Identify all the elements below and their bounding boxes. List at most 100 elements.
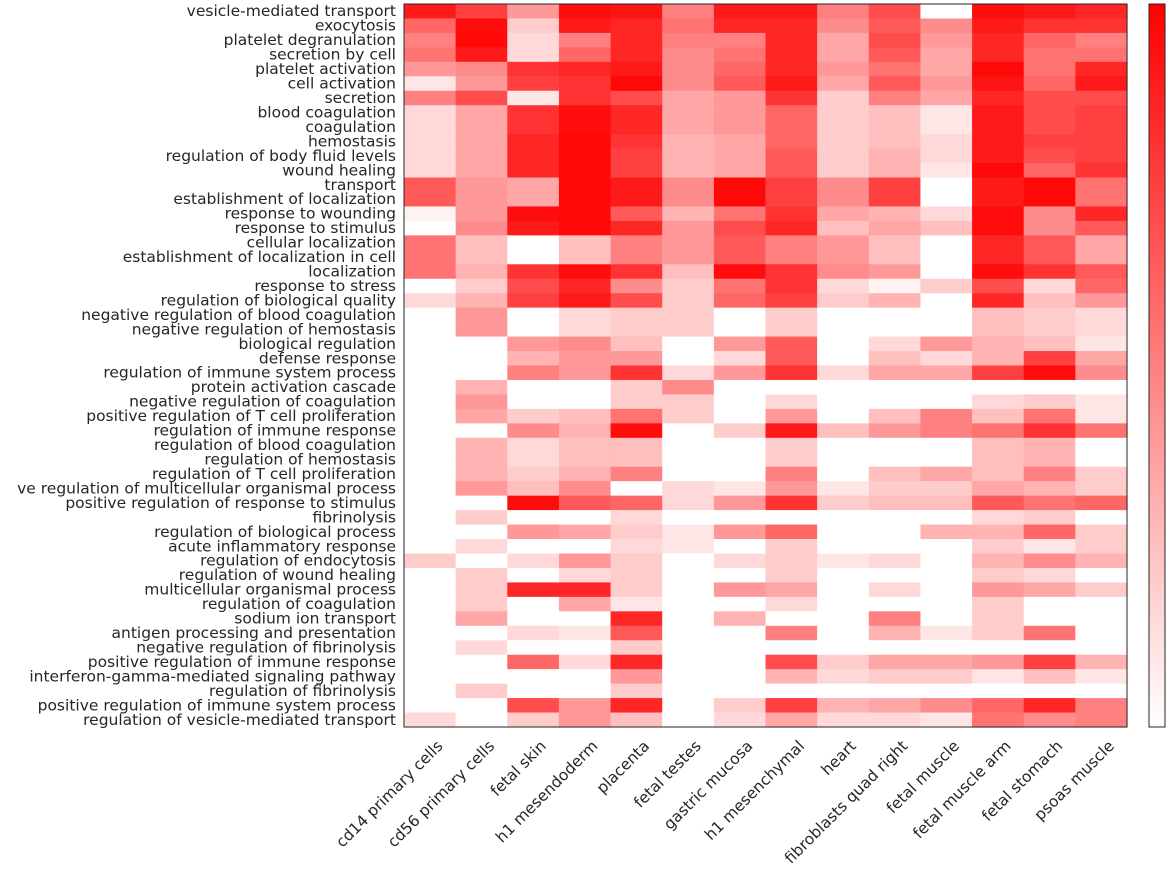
heatmap-cell [1075,249,1128,265]
heatmap-cell [817,365,870,381]
heatmap-cell [920,32,973,48]
heatmap-cell [1023,191,1076,208]
row-label: regulation of fibrinolysis [209,682,396,700]
heatmap-cell [972,452,1025,468]
heatmap-cell [817,278,870,294]
heatmap-cell [610,90,663,106]
heatmap-cell [610,698,663,714]
heatmap-cell [1075,90,1128,106]
heatmap-cell [404,32,457,48]
heatmap-cell [868,235,922,251]
heatmap-cell [972,611,1025,627]
heatmap-cell [817,466,870,482]
heatmap-cell [610,220,663,236]
row-label: biological regulation [238,335,396,353]
row-label: cellular localization [247,234,396,252]
heatmap-cell [972,698,1025,714]
heatmap-cell [610,654,663,670]
heatmap-cell [404,582,457,598]
heatmap-cell [868,278,922,294]
heatmap-cell [558,596,612,612]
heatmap-cell [972,336,1025,352]
heatmap-cell [765,177,818,193]
heatmap-cell [404,206,457,222]
heatmap-cell [817,264,870,280]
heatmap-cell [765,611,818,627]
heatmap-cell [972,510,1025,526]
heatmap-cell [1075,408,1128,424]
heatmap-cell [920,105,973,121]
heatmap-cell [455,394,508,410]
heatmap-cell [868,18,922,34]
heatmap-cell [404,640,457,656]
heatmap-cell [713,553,767,569]
heatmap-cell [713,90,767,106]
heatmap-cell [972,278,1025,294]
heatmap-cell [455,119,508,135]
heatmap-cell [1023,423,1076,439]
heatmap-cell [1023,18,1076,34]
heatmap-cell [558,712,612,728]
heatmap-cell [507,322,560,338]
heatmap-cell [610,510,663,526]
heatmap-cell [455,76,508,92]
heatmap-cell [404,278,457,294]
heatmap-cell [868,148,922,164]
heatmap-cell [1023,394,1076,410]
heatmap-cell [662,249,715,265]
row-label: regulation of T cell proliferation [152,465,396,483]
heatmap-cell [817,163,870,179]
heatmap-cell [455,683,508,699]
heatmap-cell [1075,4,1128,20]
heatmap-cell [610,32,663,48]
heatmap-cell [765,307,818,323]
heatmap-cell [817,408,870,424]
heatmap-cell [713,683,767,699]
heatmap-cell [920,669,973,685]
heatmap-cell [662,322,715,338]
row-label: acute inflammatory response [168,537,396,555]
heatmap-cell [920,206,973,222]
heatmap-cell [972,495,1025,511]
heatmap-cell [713,596,767,612]
heatmap-cell [507,119,560,135]
heatmap-cell [507,596,560,612]
heatmap-cell [1075,148,1128,164]
row-label: multicellular organismal process [144,581,396,599]
heatmap-cell [1023,379,1076,396]
heatmap-cell [662,379,715,396]
heatmap-cell [1075,683,1128,699]
heatmap-cell [765,191,818,208]
heatmap-cell [507,683,560,699]
heatmap-cell [610,191,663,208]
heatmap-cell [713,163,767,179]
heatmap-cell [1023,163,1076,179]
heatmap-cell [558,510,612,526]
heatmap-cell [662,712,715,728]
heatmap-cell [713,119,767,135]
heatmap-cell [662,191,715,208]
heatmap-cell [404,76,457,92]
heatmap-cell [972,235,1025,251]
heatmap-cell [868,76,922,92]
heatmap-cell [610,76,663,92]
heatmap-cell [558,683,612,699]
heatmap-cell [558,264,612,280]
heatmap-cell [1075,264,1128,280]
heatmap-cell [558,524,612,540]
heatmap-cell [920,379,973,396]
heatmap-cell [662,293,715,309]
heatmap-cell [1075,163,1128,179]
heatmap-cell [920,61,973,77]
row-label: coagulation [305,118,396,136]
heatmap-cell [404,611,457,627]
heatmap-cell [1023,351,1076,367]
heatmap-cell [610,481,663,497]
heatmap-cell [1023,235,1076,251]
heatmap-cell [1075,61,1128,77]
heatmap-cell [765,220,818,236]
heatmap-cell [507,423,560,439]
heatmap-cell [1075,278,1128,294]
heatmap-cell [455,177,508,193]
